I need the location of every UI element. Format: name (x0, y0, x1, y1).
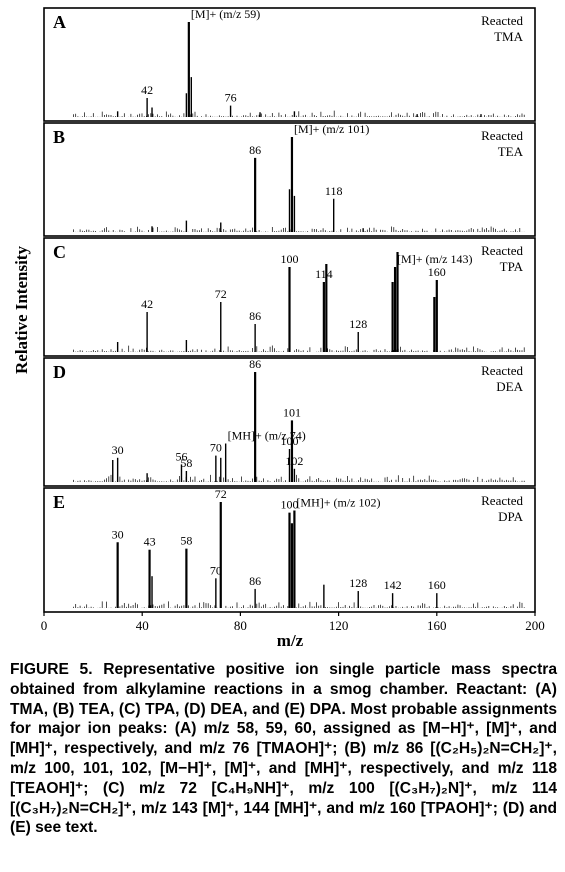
peak-label-102: [MH]+ (m/z 102) (296, 495, 380, 509)
x-tick-label: 40 (136, 618, 149, 633)
caption-text: Representative positive ion single parti… (10, 661, 558, 837)
baseline-noise (73, 345, 525, 352)
peak-label-100: 100 (281, 252, 299, 266)
peak-label-43: 43 (144, 535, 156, 549)
peak-label-102: 102 (285, 454, 303, 468)
reactant-label: DPA (498, 509, 523, 524)
x-tick-label: 120 (329, 618, 349, 633)
x-tick-label: 0 (41, 618, 48, 633)
x-axis-label: m/z (277, 631, 304, 650)
peak-label-118: 118 (325, 184, 343, 198)
panel-letter: D (53, 362, 66, 382)
peak-label-100: 100 (281, 498, 299, 512)
peak-label-101: [M]+ (m/z 101) (294, 122, 369, 136)
peak-label-101: 101 (283, 405, 301, 419)
peak-label-160: 160 (428, 578, 446, 592)
peak-label-42: 42 (141, 83, 153, 97)
panel-letter: B (53, 127, 65, 147)
peak-label-76: 76 (225, 91, 237, 105)
peak-label-58: 58 (180, 534, 192, 548)
baseline-noise (73, 474, 525, 482)
reactant-label: TPA (500, 259, 524, 274)
figure-caption: FIGURE 5. Representative positive ion si… (10, 660, 557, 838)
peak-label-86: 86 (249, 357, 261, 371)
panel-frame (43, 237, 536, 357)
peak-label-128: 128 (349, 576, 367, 590)
panel-letter: A (53, 12, 66, 32)
panel-letter: E (53, 492, 65, 512)
reactant-label: TEA (498, 144, 524, 159)
peak-label-30: 30 (112, 527, 124, 541)
x-tick-label: 200 (525, 618, 545, 633)
peak-label-86: 86 (249, 574, 261, 588)
panel-letter: C (53, 242, 66, 262)
peak-label-114: 114 (315, 267, 333, 281)
reactant-label: Reacted (481, 13, 523, 28)
peak-label-72: 72 (215, 487, 227, 501)
caption-label: FIGURE 5. (10, 661, 93, 678)
panel-frame (43, 357, 536, 487)
baseline-noise (73, 110, 525, 117)
peak-label-72: 72 (215, 287, 227, 301)
peak-label-86: 86 (249, 309, 261, 323)
spectrum-panel-e: 30 43 58 70 72 86 100[MH]+ (m/z 102) 128 142 160 E… (43, 487, 536, 613)
panel-frame (43, 7, 536, 122)
reactant-label: Reacted (481, 493, 523, 508)
reactant-label: Reacted (481, 363, 523, 378)
reactant-label: Reacted (481, 243, 523, 258)
peak-label-30: 30 (112, 443, 124, 457)
peak-label-70: 70 (210, 563, 222, 577)
peak-label-143: [M]+ (m/z 143) (397, 252, 472, 266)
reactant-label: Reacted (481, 128, 523, 143)
peak-label-128: 128 (349, 317, 367, 331)
y-axis-label: Relative Intensity (12, 246, 31, 374)
peak-label-86: 86 (249, 143, 261, 157)
reactant-label: TMA (494, 29, 524, 44)
baseline-noise (73, 226, 525, 232)
reactant-label: DEA (496, 379, 523, 394)
x-tick-label: 160 (427, 618, 447, 633)
peak-label-160: 160 (428, 265, 446, 279)
peak-label-70: 70 (210, 441, 222, 455)
peak-label-142: 142 (384, 578, 402, 592)
peak-label-58: 58 (180, 456, 192, 470)
x-tick-label: 80 (234, 618, 247, 633)
peak-label-42: 42 (141, 297, 153, 311)
panel-frame (43, 122, 536, 237)
spectrum-panel-c: 42 72 86 100 114 128 [M]+ (m/z 143)160 C Reacted… (43, 237, 536, 357)
peak-label-59: [M]+ (m/z 59) (191, 7, 260, 21)
panel-frame (43, 487, 536, 613)
baseline-noise (73, 601, 525, 608)
peak-label-56: 56 (175, 449, 187, 463)
peak-label-74: [MH]+ (m/z 74) (228, 429, 306, 443)
peak-label-100: 100 (281, 434, 299, 448)
